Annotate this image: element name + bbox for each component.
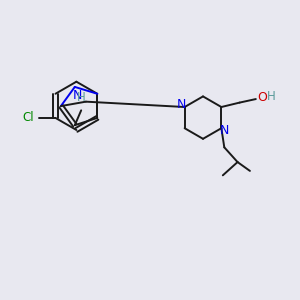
Text: N: N	[176, 98, 186, 111]
Text: O: O	[257, 92, 267, 104]
Text: Cl: Cl	[22, 111, 34, 124]
Text: N: N	[220, 124, 230, 137]
Text: N: N	[73, 89, 82, 102]
Text: H: H	[267, 90, 275, 103]
Text: H: H	[77, 91, 85, 104]
